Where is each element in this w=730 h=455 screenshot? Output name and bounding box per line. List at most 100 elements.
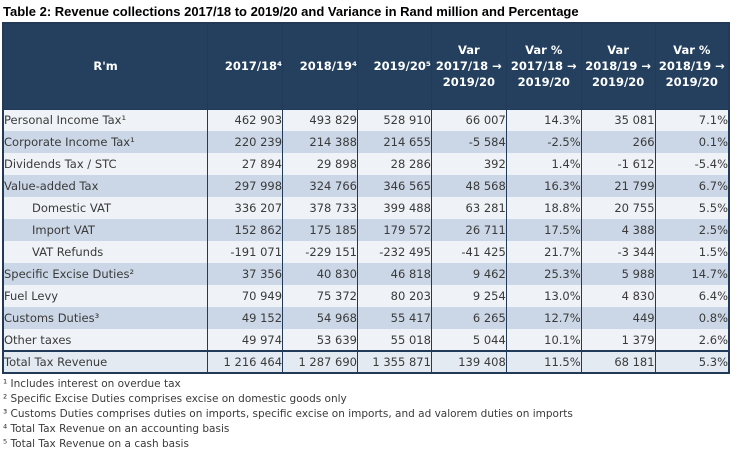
value-cell: 266 [580,131,656,153]
table-body: Personal Income Tax¹ 462 903 493 829 528 91… [2,109,730,373]
header-cell-line: 2017/18⁴ [224,59,283,74]
value-cell: -5 584 [430,131,507,153]
value-cell: 49 974 [207,329,284,351]
value-cell: 46 818 [356,263,432,285]
header-cell-line: 2017/18 → [510,59,577,74]
header-cell-line: Var [458,43,480,58]
value-cell: 9 254 [430,285,507,307]
value-cell: 1 216 464 [207,350,284,373]
table-row: Dividends Tax / STC 27 894 29 898 28 286 392… [2,153,730,175]
value-cell: 1 379 [580,329,656,351]
value-cell: 68 181 [580,350,656,373]
value-cell: 5 988 [580,263,656,285]
table-row: Personal Income Tax¹ 462 903 493 829 528 91… [2,109,730,131]
table-row: Import VAT 152 862 175 185 179 572 26 711 17.… [2,219,730,241]
table-row: VAT Refunds -191 071 -229 151 -232 495 -41 4… [2,241,730,263]
value-cell: 324 766 [282,175,358,197]
value-cell: -5.4% [654,153,730,175]
row-label-cell: Value-added Tax [2,175,209,197]
value-cell: 26 711 [430,219,507,241]
value-cell: 20 755 [580,197,656,219]
value-cell: 1 355 871 [356,350,432,373]
header-cell-line: 2017/18 → [435,59,502,74]
value-cell: -3 344 [580,241,656,263]
value-cell: 0.1% [654,131,730,153]
table-row: Specific Excise Duties² 37 356 40 830 46 81… [2,263,730,285]
value-cell: 66 007 [430,109,507,131]
header-cell-line: 2018/19 → [658,59,725,74]
value-cell: 2.6% [654,329,730,351]
value-cell: 14.3% [505,109,582,131]
value-cell: 1 287 690 [282,350,358,373]
value-cell: 214 388 [282,131,358,153]
value-cell: -1 612 [580,153,656,175]
row-label-cell: Other taxes [2,329,209,351]
value-cell: 5.3% [654,350,730,373]
value-cell: 11.5% [505,350,582,373]
row-label-cell: Domestic VAT [2,197,209,219]
value-cell: 6.7% [654,175,730,197]
value-cell: 139 408 [430,350,507,373]
value-cell: 297 998 [207,175,284,197]
row-label-cell: Specific Excise Duties² [2,263,209,285]
header-cell-line: 2018/19⁴ [299,59,357,74]
footnote-line: ² Specific Excise Duties comprises excis… [3,393,347,405]
header-cell-line: 2019/20 [592,75,645,90]
value-cell: 1.5% [654,241,730,263]
value-cell: 14.7% [654,263,730,285]
revenue-table: R'm 2017/18⁴ 2018/19⁴ 2019/20⁵ Var 2017/18 → 2… [2,22,730,374]
table-row: Value-added Tax 297 998 324 766 346 565 48 5… [2,175,730,197]
value-cell: 55 018 [356,329,432,351]
header-cell-line: Var % [673,43,711,58]
value-cell: 10.1% [505,329,582,351]
value-cell: 392 [430,153,507,175]
table-row: Domestic VAT 336 207 378 733 399 488 63 281 1… [2,197,730,219]
value-cell: 214 655 [356,131,432,153]
row-label-cell: Dividends Tax / STC [2,153,209,175]
row-label-cell: Fuel Levy [2,285,209,307]
value-cell: 462 903 [207,109,284,131]
value-cell: 6.4% [654,285,730,307]
header-cell-line: Var % [525,43,563,58]
value-cell: -191 071 [207,241,284,263]
value-cell: -41 425 [430,241,507,263]
table-row: Customs Duties³ 49 152 54 968 55 417 6 265 12… [2,307,730,329]
table-row: Other taxes 49 974 53 639 55 018 5 044 10.1% 1… [2,329,730,351]
header-cell: Var 2017/18 → 2019/20 [430,22,507,110]
value-cell: 70 949 [207,285,284,307]
value-cell: 53 639 [282,329,358,351]
header-cell-line: Var [607,43,629,58]
value-cell: 449 [580,307,656,329]
value-cell: 9 462 [430,263,507,285]
footnote-line: ¹ Includes interest on overdue tax [3,378,181,390]
value-cell: 80 203 [356,285,432,307]
header-cell-line: R'm [93,59,118,74]
footnotes: ¹ Includes interest on overdue tax ² Spec… [3,377,730,452]
value-cell: 35 081 [580,109,656,131]
value-cell: 21 799 [580,175,656,197]
value-cell: 49 152 [207,307,284,329]
value-cell: 29 898 [282,153,358,175]
value-cell: 220 239 [207,131,284,153]
footnote-line: ⁴ Total Tax Revenue on an accounting bas… [3,423,230,435]
value-cell: 17.5% [505,219,582,241]
value-cell: 25.3% [505,263,582,285]
value-cell: 2.5% [654,219,730,241]
value-cell: 54 968 [282,307,358,329]
value-cell: 336 207 [207,197,284,219]
page-title: Table 2: Revenue collections 2017/18 to … [3,4,579,19]
value-cell: -2.5% [505,131,582,153]
value-cell: 16.3% [505,175,582,197]
value-cell: 7.1% [654,109,730,131]
row-label-cell: Customs Duties³ [2,307,209,329]
value-cell: -229 151 [282,241,358,263]
value-cell: 28 286 [356,153,432,175]
value-cell: 528 910 [356,109,432,131]
header-cell: Var % 2018/19 → 2019/20 [654,22,730,110]
value-cell: 346 565 [356,175,432,197]
header-cell-line: 2019/20 [517,75,570,90]
value-cell: 55 417 [356,307,432,329]
value-cell: 493 829 [282,109,358,131]
value-cell: 12.7% [505,307,582,329]
footnote-line: ³ Customs Duties comprises duties on imp… [3,408,573,420]
